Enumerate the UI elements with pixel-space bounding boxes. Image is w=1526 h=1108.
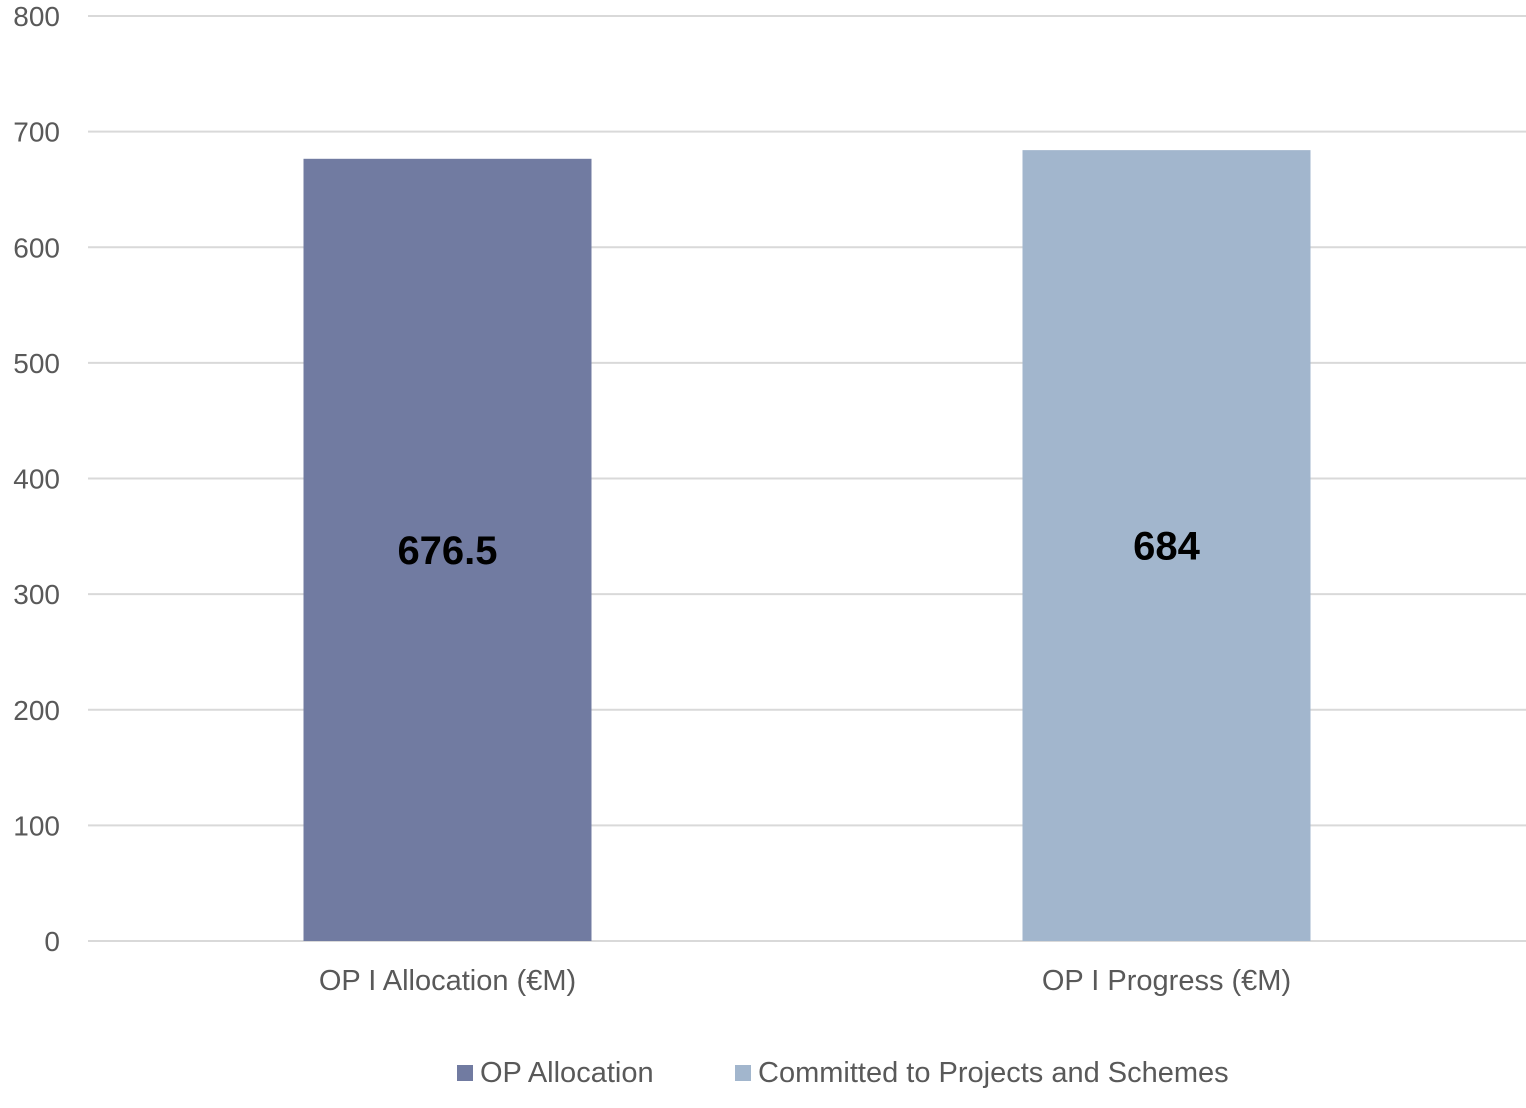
y-tick-label: 0 (44, 926, 60, 957)
y-tick-label: 100 (13, 810, 60, 841)
legend-label: Committed to Projects and Schemes (758, 1057, 1229, 1089)
bar-value-label: 676.5 (397, 529, 497, 573)
y-tick-label: 300 (13, 579, 60, 610)
legend-label: OP Allocation (480, 1057, 654, 1089)
bar-value-label: 684 (1133, 525, 1200, 569)
bar-committed (1022, 150, 1311, 941)
y-axis-ticks: 0 100 200 300 400 500 600 700 800 (13, 1, 60, 957)
y-tick-label: 400 (13, 464, 60, 495)
x-axis-categories: OP I Allocation (€M) OP I Progress (€M) (319, 965, 1291, 997)
x-category-label: OP I Progress (€M) (1042, 965, 1291, 997)
legend-swatch (457, 1065, 473, 1081)
legend-swatch (735, 1065, 751, 1081)
legend: OP Allocation Committed to Projects and S… (457, 1057, 1229, 1089)
y-tick-label: 500 (13, 348, 60, 379)
bar-op-allocation (303, 158, 592, 941)
y-tick-label: 700 (13, 117, 60, 148)
bars (303, 150, 1311, 941)
y-tick-label: 200 (13, 695, 60, 726)
y-tick-label: 600 (13, 232, 60, 263)
data-labels: 676.5 684 (397, 525, 1200, 573)
y-tick-label: 800 (13, 1, 60, 32)
x-category-label: OP I Allocation (€M) (319, 965, 576, 997)
